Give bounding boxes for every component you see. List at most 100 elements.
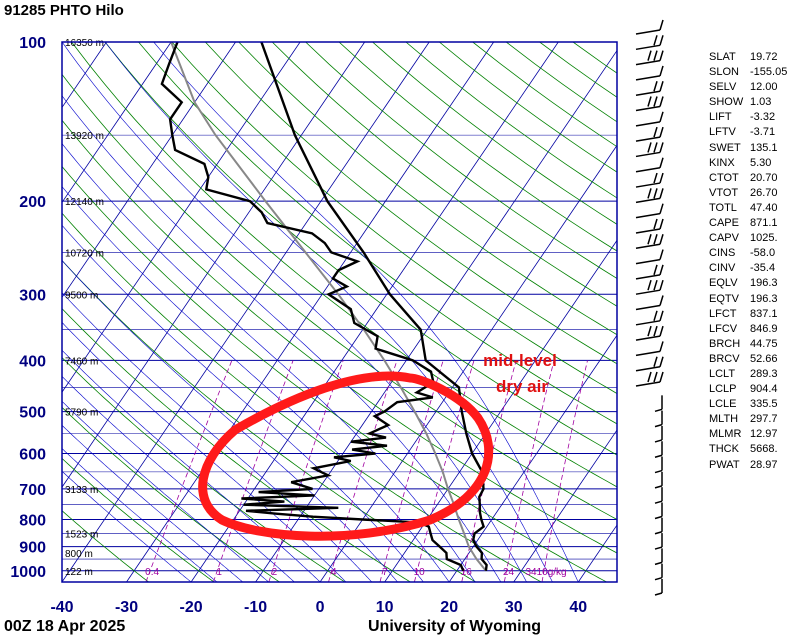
wind-barb xyxy=(654,517,663,535)
index-key: LCLP xyxy=(709,383,737,396)
index-row: TOTL 47.40 xyxy=(709,201,798,216)
wind-barb xyxy=(654,533,663,550)
dry-adiabat-line xyxy=(171,42,617,394)
index-key: VTOT xyxy=(709,186,739,199)
wind-barb xyxy=(654,410,663,428)
index-key: LFCT xyxy=(709,307,737,320)
index-value: 1.03 xyxy=(750,96,772,109)
index-value: 846.9 xyxy=(750,322,778,335)
index-key: TOTL xyxy=(709,201,737,214)
index-value: 289.3 xyxy=(750,367,778,380)
index-row: PWAT 28.97 xyxy=(709,458,798,473)
mixing-ratio-line xyxy=(213,360,294,582)
height-label: 5790 m xyxy=(65,408,98,419)
index-row: BRCV 52.66 xyxy=(709,352,798,367)
wind-barb xyxy=(635,341,664,357)
index-row: LIFT -3.32 xyxy=(709,110,798,125)
index-value: 44.75 xyxy=(750,337,778,350)
index-key: KINX xyxy=(709,156,735,169)
dry-adiabat-line xyxy=(62,165,607,582)
index-row: LCLP 904.4 xyxy=(709,382,798,397)
wind-barb xyxy=(654,579,663,596)
isotherm-line xyxy=(62,42,430,582)
isotherm-line xyxy=(62,42,107,109)
moist-adiabat-line xyxy=(62,292,373,582)
isotherm-line xyxy=(62,42,172,204)
wind-barb xyxy=(635,126,664,142)
moist-adiabat-line xyxy=(62,424,243,582)
dry-adiabat-line xyxy=(62,308,411,582)
pressure-tick: 800 xyxy=(19,513,46,530)
mixing-ratio-line xyxy=(328,360,398,582)
index-row: EQTV 196.3 xyxy=(709,292,798,307)
wind-barb xyxy=(654,425,663,443)
moist-adiabat-line xyxy=(62,42,527,582)
isotherm-line xyxy=(62,42,236,299)
dry-adiabat-line xyxy=(62,259,477,582)
height-label: 3133 m xyxy=(65,485,98,496)
isotherm-line xyxy=(513,429,617,582)
index-key: EQLV xyxy=(709,277,738,290)
pressure-tick: 400 xyxy=(19,353,46,370)
index-value: -58.0 xyxy=(750,247,776,260)
index-row: LCLT 289.3 xyxy=(709,367,798,382)
temperature-tick: -20 xyxy=(180,599,203,616)
index-row: LFCV 846.9 xyxy=(709,322,798,337)
dry-adiabat-line xyxy=(104,42,617,456)
index-key: MLTH xyxy=(709,413,739,426)
index-row: LCLE 335.5 xyxy=(709,397,798,412)
index-key: LCLE xyxy=(709,398,737,411)
isotherm-line xyxy=(190,42,559,582)
index-value: 12.00 xyxy=(750,81,778,94)
moist-adiabat-line xyxy=(62,349,321,582)
wind-barb xyxy=(635,218,664,234)
index-key: LCLT xyxy=(709,367,736,380)
wind-barb xyxy=(635,234,664,250)
wind-barb xyxy=(635,295,664,311)
moist-adiabat-line xyxy=(62,375,295,582)
index-key: MLMR xyxy=(709,428,742,441)
wind-barb xyxy=(635,279,664,295)
annotation-line2: dry air xyxy=(496,377,548,396)
index-value: 28.97 xyxy=(750,458,778,471)
mixing-ratio-line xyxy=(461,360,517,582)
dry-adiabat-line xyxy=(238,42,617,336)
index-key: SLON xyxy=(709,66,739,79)
sounding-traces xyxy=(160,42,488,572)
stability-indices: SLAT 19.72 SLON -155.05 SELV 12.00 SHOW 1.03 LIF… xyxy=(709,50,798,473)
wind-barb xyxy=(635,325,664,341)
temperature-tick: -30 xyxy=(115,599,138,616)
wind-barb xyxy=(654,456,663,474)
mixing-ratio-line xyxy=(145,360,233,582)
index-row: CINV -35.4 xyxy=(709,261,798,276)
index-value: -3.32 xyxy=(750,111,776,124)
sounding-time: 00Z 18 Apr 2025 xyxy=(4,618,126,635)
index-key: BRCV xyxy=(709,352,740,365)
index-value: 335.5 xyxy=(750,398,778,411)
wind-barb xyxy=(635,50,664,66)
wind-barb xyxy=(654,395,663,413)
index-row: MLMR 12.97 xyxy=(709,427,798,442)
plot-frame xyxy=(61,41,618,583)
mixing-ratio-label: 2 xyxy=(272,567,278,578)
index-row: CAPV 1025. xyxy=(709,231,798,246)
wind-barb xyxy=(635,96,664,112)
index-value: 19.72 xyxy=(750,51,778,63)
index-key: THCK xyxy=(709,443,739,456)
index-row: SHOW 1.03 xyxy=(709,95,798,110)
height-labels: 16350 m 13920 m 12140 m 10720 m 9500 m 7460 m… xyxy=(65,38,104,578)
height-label: 800 m xyxy=(65,549,93,560)
index-value: 904.4 xyxy=(750,383,778,396)
wind-barb xyxy=(635,19,664,35)
mixing-ratio-label: 1 xyxy=(216,567,222,578)
height-label: 16350 m xyxy=(65,38,104,49)
height-label: 13920 m xyxy=(65,131,104,142)
height-label: 10720 m xyxy=(65,248,104,259)
index-value: -155.05 xyxy=(750,66,788,79)
height-label: 12140 m xyxy=(65,197,104,208)
wind-barb xyxy=(654,471,663,489)
temperature-tick: 0 xyxy=(316,599,325,616)
annotation-line1: mid-level xyxy=(483,351,557,370)
isotherm-line xyxy=(448,334,617,582)
dry-adiabat-line xyxy=(62,73,617,520)
